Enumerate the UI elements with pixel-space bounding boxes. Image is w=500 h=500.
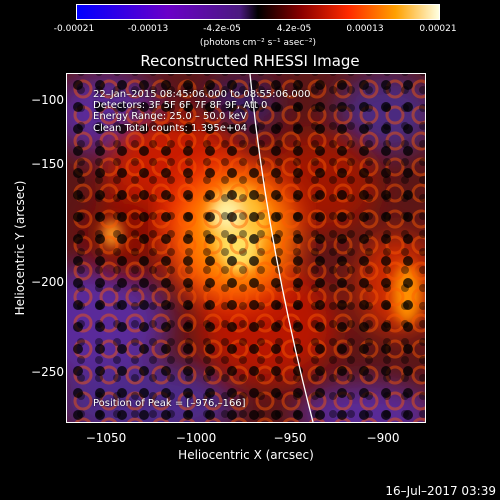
colorbar-tick: 0.00021 [419,24,457,34]
y-axis-label: Heliocentric Y (arcsec) [13,180,27,316]
solar-limb-line [249,74,314,422]
image-title: Reconstructed RHESSI Image [140,52,360,70]
energy-range: Energy Range: 25.0 – 50.0 keV [93,111,247,122]
x-tick: −1050 [85,431,127,445]
colorbar-tick: 0.00013 [346,24,384,34]
y-tick: −250 [31,365,64,379]
x-axis-label: Heliocentric X (arcsec) [178,448,314,462]
colorbar-tick: -0.00021 [53,24,95,34]
colorbar-tick: -4.2e-05 [203,24,241,34]
rhessi-image [67,74,425,422]
x-tick: −900 [366,431,400,445]
x-tick: −1000 [175,431,217,445]
colorbar-tick: 4.2e-05 [276,24,312,34]
colorbar-units: (photons cm⁻² s⁻¹ asec⁻²) [199,38,317,48]
colorbar [76,4,440,20]
colorbar-gradient [77,5,439,19]
detectors-info: Detectors: 3F 5F 6F 7F 8F 9F, Att 0 [93,100,268,111]
peak-position: Position of Peak = [–976,–166] [93,398,246,409]
y-tick: −100 [31,93,64,107]
observation-time: 22–Jan–2015 08:45:06.000 to 08:55:06.000 [93,89,311,100]
colorbar-tick: -0.00013 [127,24,169,34]
y-tick: −150 [31,157,64,171]
render-timestamp: 16–Jul–2017 03:39 [385,484,496,498]
clean-counts: Clean Total counts: 1.395e+04 [93,123,247,134]
x-tick: −950 [273,431,307,445]
y-tick: −200 [31,275,64,289]
solar-image-plot [66,73,426,423]
